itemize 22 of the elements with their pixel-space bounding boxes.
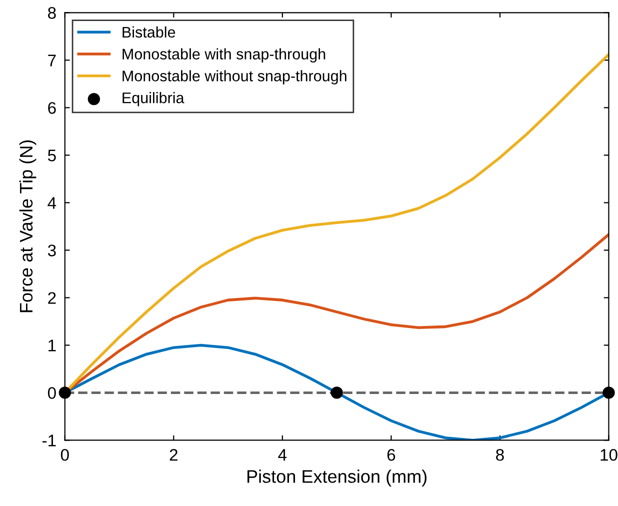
x-tick-label: 0	[60, 448, 69, 461]
y-tick-label: 6	[48, 102, 56, 114]
y-tick-label: 1	[48, 340, 56, 352]
x-tick-label: 10	[600, 448, 618, 461]
y-tick-label: 5	[48, 150, 56, 162]
y-tick-label: 2	[48, 292, 56, 304]
x-tick-label: 2	[170, 448, 178, 461]
legend-label: Equilibria	[122, 92, 184, 106]
x-tick-label: 4	[278, 449, 287, 461]
x-tick-label: 8	[496, 448, 504, 461]
y-axis-title: Force at Vavle Tip (N)	[19, 140, 36, 312]
y-tick-label: 4	[48, 197, 56, 209]
legend-label: Bistable	[122, 26, 176, 38]
y-tick-label: 0	[48, 387, 56, 399]
legend-label: Monostable without snap-through	[122, 70, 346, 84]
y-tick-label: 3	[48, 244, 56, 256]
x-tick-label: 6	[387, 448, 396, 461]
y-tick-label: -1	[42, 434, 56, 446]
x-axis-title: Piston Extension (mm)	[247, 470, 426, 486]
legend-label: Monostable with snap-through	[122, 48, 326, 63]
y-tick-label: 8	[48, 7, 56, 19]
y-tick-label: 7	[48, 54, 56, 66]
